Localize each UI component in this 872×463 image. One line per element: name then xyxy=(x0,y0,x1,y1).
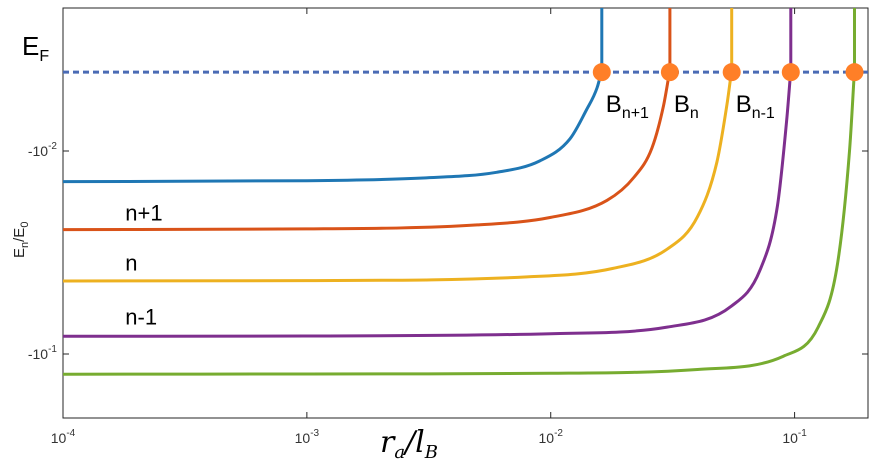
crossing-marker-3 xyxy=(722,63,741,82)
y-tick-label-1: -10-2 xyxy=(28,141,58,159)
x-axis-label-sub2: B xyxy=(424,442,438,463)
y-axis-label: En/E0 xyxy=(11,222,31,258)
y-axis-label-main: E xyxy=(11,248,28,258)
y-tick-exp: -2 xyxy=(48,141,57,152)
curve-label-1: n+1 xyxy=(125,201,162,226)
x-axis-label-main: r xyxy=(380,425,396,460)
x-tick-exp: -3 xyxy=(310,428,319,439)
marker-label-main: B xyxy=(674,91,690,118)
marker-label-main: B xyxy=(736,91,752,118)
crossing-marker-5 xyxy=(845,63,864,82)
x-tick-exp: -1 xyxy=(798,428,807,439)
crossing-marker-1 xyxy=(592,63,611,82)
y-axis-label-sub: n xyxy=(19,242,31,248)
x-tick-exp: -4 xyxy=(66,428,75,439)
x-axis-label: ra/lB xyxy=(380,425,438,463)
series-layer xyxy=(63,8,856,376)
x-tick-label-4: 10-1 xyxy=(782,428,807,446)
series-line-5 xyxy=(63,69,856,376)
series-line-3 xyxy=(63,69,734,283)
marker-label-main: B xyxy=(606,91,622,118)
x-tick-label-2: 10-3 xyxy=(295,428,320,446)
marker-label-2: Bn xyxy=(674,91,699,122)
marker-label-sub: n+1 xyxy=(622,105,649,122)
y-axis-label-mid: /E xyxy=(11,228,28,242)
x-tick-label-1: 10-4 xyxy=(51,428,76,446)
series-line-2 xyxy=(63,69,672,232)
x-tick-base: 10 xyxy=(782,430,798,446)
x-tick-base: 10 xyxy=(51,430,67,446)
crossing-marker-2 xyxy=(660,63,679,82)
series-line-4 xyxy=(63,69,793,338)
y-tick-label-2: -10-1 xyxy=(28,344,58,362)
marker-label-3: Bn-1 xyxy=(736,91,775,122)
plot-frame xyxy=(62,7,869,419)
y-axis-label-sub2: 0 xyxy=(19,222,31,228)
fermi-level-label: EF xyxy=(22,31,49,65)
curve-label-2: n xyxy=(125,251,137,276)
fermi-level-subscript: F xyxy=(39,48,49,65)
axis-tick-layer: 10-4 10-3 10-2 10-1-10-2-10-1 xyxy=(28,8,868,446)
x-axis-label-mid: /l xyxy=(402,425,425,460)
series-line-1 xyxy=(63,69,604,184)
marker-label-sub: n xyxy=(690,105,699,122)
x-tick-label-3: 10-2 xyxy=(538,428,563,446)
fermi-level-symbol: E xyxy=(22,31,39,61)
x-tick-base: 10 xyxy=(295,430,311,446)
marker-label-sub: n-1 xyxy=(752,105,775,122)
y-tick-base: -10 xyxy=(28,143,48,159)
curve-label-3: n-1 xyxy=(125,304,157,329)
annotation-layer: Bn+1 Bn Bn-1n+1nn-1 xyxy=(125,91,775,329)
marker-label-1: Bn+1 xyxy=(606,91,649,122)
y-tick-base: -10 xyxy=(28,346,48,362)
crossing-marker-4 xyxy=(781,63,800,82)
x-tick-base: 10 xyxy=(538,430,554,446)
y-tick-exp: -1 xyxy=(48,344,57,355)
x-axis-label-sub: a xyxy=(394,442,405,463)
x-tick-exp: -2 xyxy=(554,428,563,439)
crossing-marker-layer xyxy=(592,63,864,82)
